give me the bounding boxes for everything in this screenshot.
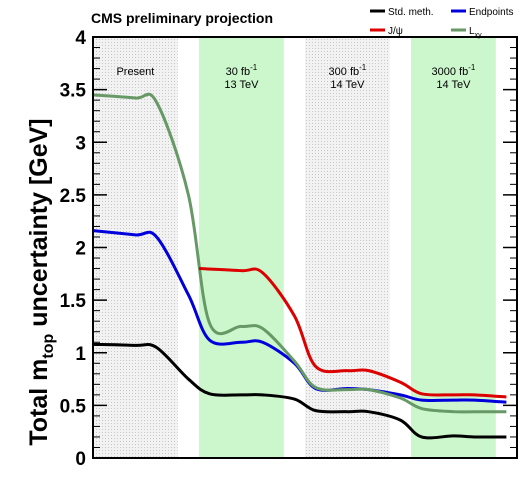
y-tick-label-7: 3.5 xyxy=(60,81,87,102)
y-tick-label-6: 3 xyxy=(75,133,86,154)
region-label-3-0: 3000 fb-1 xyxy=(431,63,475,78)
y-axis-ticks: 0 0.5 1 1.5 2 2.5 3 3.5 4 xyxy=(60,28,517,470)
region-label-0-0: Present xyxy=(116,66,154,78)
y-tick-label-0: 0 xyxy=(75,449,86,470)
region-label-2-0: 300 fb-1 xyxy=(329,63,367,78)
y-tick-label-4: 2 xyxy=(75,239,86,260)
chart-title: CMS preliminary projection xyxy=(91,10,273,26)
y-tick-label-8: 4 xyxy=(75,28,86,49)
legend: Std. meth. Endpoints J/ψ Lxy xyxy=(370,7,513,39)
legend-label-3: Lxy xyxy=(469,26,482,39)
series-line-0 xyxy=(92,342,507,440)
y-axis-label: Total mtop uncertainty [GeV] xyxy=(25,118,57,445)
y-tick-label-2: 1 xyxy=(75,344,86,365)
region-band-2 xyxy=(305,37,390,458)
legend-label-0: Std. meth. xyxy=(388,7,434,18)
series-line-3 xyxy=(92,92,507,414)
region-label-1-1: 13 TeV xyxy=(224,79,259,91)
y-tick-label-3: 1.5 xyxy=(60,291,87,312)
region-bands xyxy=(93,37,496,458)
y-axis-label-sub: top xyxy=(40,333,57,358)
region-label-3-1: 14 TeV xyxy=(436,79,471,91)
region-label-1-0: 30 fb-1 xyxy=(226,63,258,78)
y-tick-label-5: 2.5 xyxy=(60,186,87,207)
y-tick-label-1: 0.5 xyxy=(60,396,87,417)
series-lines xyxy=(92,92,507,440)
legend-label-1: Endpoints xyxy=(469,7,513,18)
y-axis-label-main: Total m xyxy=(25,359,53,446)
region-band-3 xyxy=(411,37,496,458)
region-label-2-1: 14 TeV xyxy=(330,79,365,91)
series-line-2 xyxy=(198,267,507,399)
region-band-1 xyxy=(199,37,284,458)
y-axis-label-rest: uncertainty [GeV] xyxy=(25,118,53,333)
legend-label-2: J/ψ xyxy=(388,26,403,37)
